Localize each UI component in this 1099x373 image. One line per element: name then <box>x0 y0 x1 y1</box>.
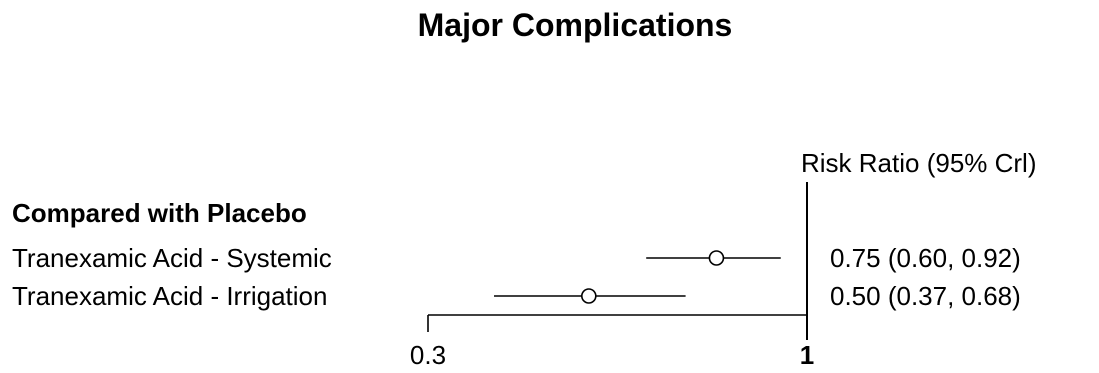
estimate-label: 0.50 (0.37, 0.68) <box>830 281 1021 311</box>
x-tick-label: 0.3 <box>410 340 446 370</box>
chart-title: Major Complications <box>418 7 733 43</box>
x-tick-label: 1 <box>800 340 814 370</box>
row-label: Tranexamic Acid - Irrigation <box>12 281 327 311</box>
row-label: Tranexamic Acid - Systemic <box>12 243 332 273</box>
point-estimate <box>708 250 725 266</box>
estimate-label: 0.75 (0.60, 0.92) <box>830 243 1021 273</box>
forest-rows: Tranexamic Acid - Systemic 0.75 (0.60, 0.… <box>12 243 1021 311</box>
x-axis: 0.3 1 <box>410 182 814 370</box>
group-label: Compared with Placebo <box>12 198 307 228</box>
forest-row: Tranexamic Acid - Systemic 0.75 (0.60, 0.… <box>12 243 1021 273</box>
estimate-header: Risk Ratio (95% Crl) <box>801 148 1037 178</box>
point-estimate <box>581 288 597 304</box>
forest-row: Tranexamic Acid - Irrigation 0.50 (0.37, … <box>12 281 1021 311</box>
